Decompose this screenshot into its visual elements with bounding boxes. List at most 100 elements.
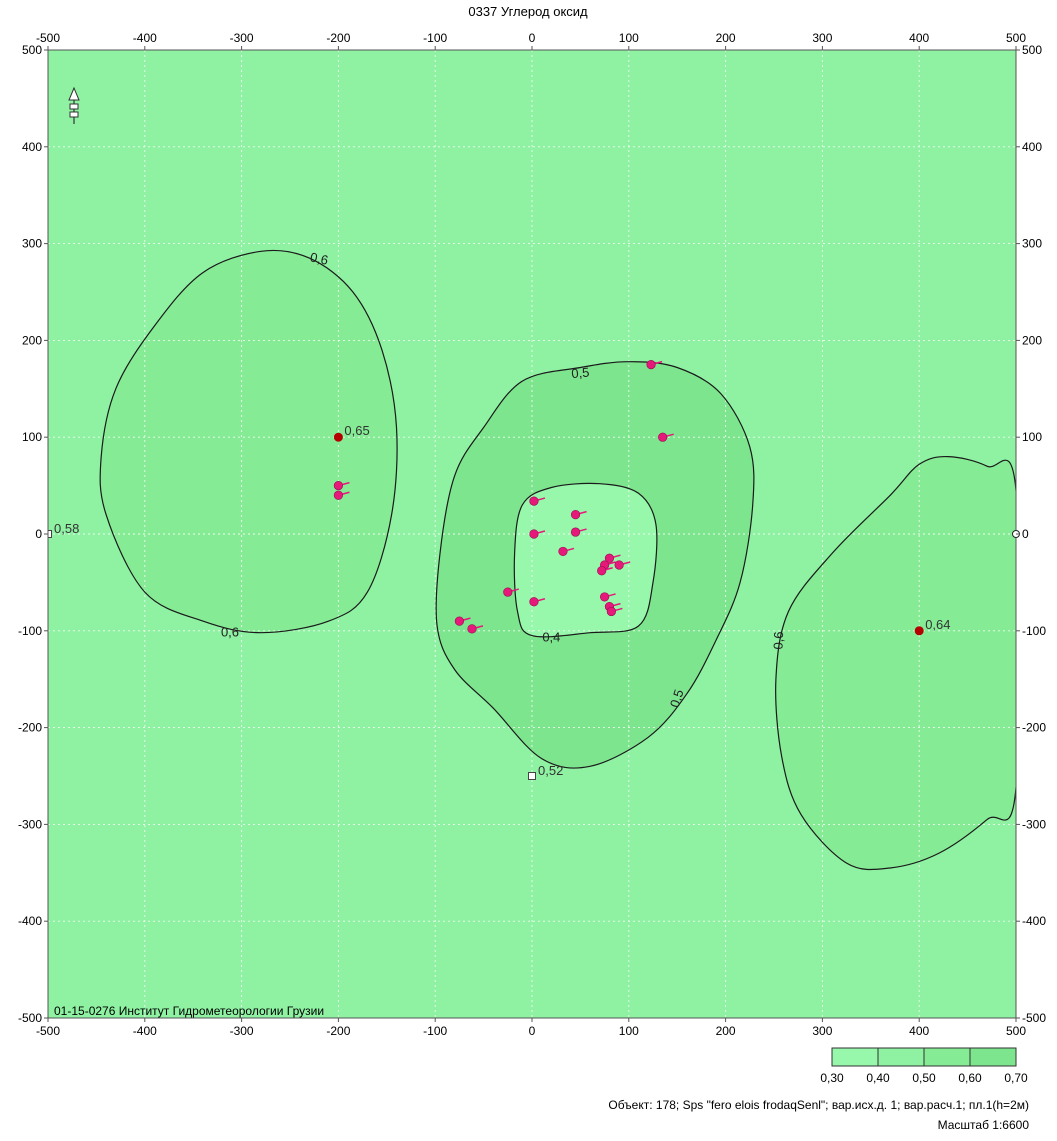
legend-label: 0,40	[866, 1071, 890, 1085]
y-tick-label-left: 300	[22, 237, 42, 251]
y-tick-label-left: -200	[18, 721, 42, 735]
legend-swatch	[831, 1047, 879, 1067]
x-tick-label-bottom: 200	[716, 1024, 736, 1038]
source-marker	[333, 481, 344, 491]
axes: -500-500-400-400-300-300-200-200-100-100…	[18, 31, 1046, 1038]
x-tick-label-top: 200	[716, 31, 736, 45]
source-marker	[614, 560, 624, 570]
scale-info: Масштаб 1:6600	[937, 1118, 1029, 1132]
y-tick-label-right: -300	[1022, 817, 1046, 831]
contour-fill-2	[514, 483, 657, 637]
contour-fills	[100, 250, 1016, 870]
source-marker	[503, 587, 513, 597]
y-tick-label-right: 300	[1022, 237, 1042, 251]
source-marker	[658, 432, 668, 442]
contour-fill-3	[775, 456, 1016, 870]
min-point-label: 0,52	[538, 763, 563, 778]
y-tick-label-left: -300	[18, 817, 42, 831]
source-marker	[597, 566, 607, 576]
color-legend: 0,30 0,40 0,50 0,60 0,70	[820, 1047, 1028, 1085]
contour-line-0	[99, 249, 398, 634]
source-marker	[570, 510, 581, 520]
y-tick-label-left: -500	[18, 1011, 42, 1025]
contour-labels: 0,6 0,6 0,5 0,5 0,4 0,6	[221, 249, 786, 709]
y-tick-label-left: 100	[22, 430, 42, 444]
legend-label: 0,50	[912, 1071, 936, 1085]
chart-title: 0337 Углерод оксид	[468, 4, 588, 19]
contour-label: 0,6	[771, 631, 787, 650]
source-marker	[604, 553, 615, 563]
y-tick-label-left: -100	[18, 624, 42, 638]
x-tick-label-top: 0	[529, 31, 536, 45]
x-tick-label-top: -400	[133, 31, 157, 45]
legend-swatch	[877, 1047, 925, 1067]
x-tick-label-bottom: 300	[812, 1024, 832, 1038]
min-point-marker	[528, 772, 536, 780]
source-marker	[599, 592, 610, 602]
contour-line-3	[775, 455, 1016, 871]
max-point-label: 0,64	[925, 617, 950, 632]
y-tick-label-left: 400	[22, 140, 42, 154]
x-tick-label-bottom: 100	[619, 1024, 639, 1038]
x-tick-label-top: -200	[326, 31, 350, 45]
contour-line-2	[513, 482, 658, 638]
min-point-marker	[48, 530, 52, 538]
contour-label: 0,6	[309, 249, 330, 267]
x-tick-label-top: -500	[36, 31, 60, 45]
x-tick-label-bottom: -200	[326, 1024, 350, 1038]
y-tick-label-right: 200	[1022, 333, 1042, 347]
min-point-label: 0,58	[54, 521, 79, 536]
source-marker	[606, 606, 616, 617]
max-point-marker	[914, 626, 924, 636]
source-marker	[333, 490, 344, 500]
source-marker	[558, 546, 568, 557]
x-tick-label-bottom: -400	[133, 1024, 157, 1038]
plot-area: 0,6 0,6 0,5 0,5 0,4 0,6 0,65 0,64 0,58 0,52 01-1…	[47, 49, 1017, 1019]
source-marker	[454, 616, 465, 626]
y-tick-label-right: 0	[1022, 527, 1029, 541]
x-tick-label-bottom: -100	[423, 1024, 447, 1038]
x-tick-label-top: 400	[909, 31, 929, 45]
contour-label: 0,4	[542, 630, 560, 645]
x-tick-label-bottom: 400	[909, 1024, 929, 1038]
contour-lines	[99, 249, 1016, 871]
legend-label: 0,30	[820, 1071, 844, 1085]
contour-label: 0,6	[221, 625, 239, 640]
y-tick-label-right: 500	[1022, 43, 1042, 57]
max-point-marker	[333, 432, 343, 442]
x-tick-label-bottom: 500	[1006, 1024, 1026, 1038]
legend-label: 0,60	[958, 1071, 982, 1085]
object-info: Объект: 178; Sps "fero elois frodaqSenl"…	[608, 1098, 1029, 1112]
y-tick-label-right: -500	[1022, 1011, 1046, 1025]
source-marker	[646, 360, 656, 370]
legend-label: 0,70	[1004, 1071, 1028, 1085]
y-tick-label-left: 0	[35, 527, 42, 541]
x-tick-label-top: -300	[230, 31, 254, 45]
x-tick-label-bottom: -300	[230, 1024, 254, 1038]
y-tick-label-right: -200	[1022, 721, 1046, 735]
contour-line-1	[435, 361, 755, 769]
x-tick-label-top: -100	[423, 31, 447, 45]
legend-swatch	[923, 1047, 971, 1067]
source-marker	[529, 529, 539, 539]
source-marker	[467, 624, 477, 634]
north-arrow-icon	[68, 86, 80, 124]
source-marker	[529, 597, 539, 607]
contour-label: 0,5	[667, 687, 687, 709]
y-tick-label-left: -400	[18, 914, 42, 928]
x-tick-label-top: 500	[1006, 31, 1026, 45]
max-point-label: 0,65	[344, 423, 369, 438]
y-tick-label-right: -400	[1022, 914, 1046, 928]
x-tick-label-bottom: 0	[529, 1024, 536, 1038]
x-tick-label-top: 100	[619, 31, 639, 45]
y-tick-label-right: 100	[1022, 430, 1042, 444]
x-tick-label-top: 300	[812, 31, 832, 45]
y-tick-label-right: 400	[1022, 140, 1042, 154]
source-marker	[529, 496, 539, 506]
institute-caption: 01-15-0276 Институт Гидрометеорологии Гр…	[54, 1004, 324, 1018]
y-tick-label-left: 500	[22, 43, 42, 57]
legend-swatch	[969, 1047, 1017, 1067]
x-tick-label-bottom: -500	[36, 1024, 60, 1038]
contour-fill-0	[100, 250, 398, 633]
